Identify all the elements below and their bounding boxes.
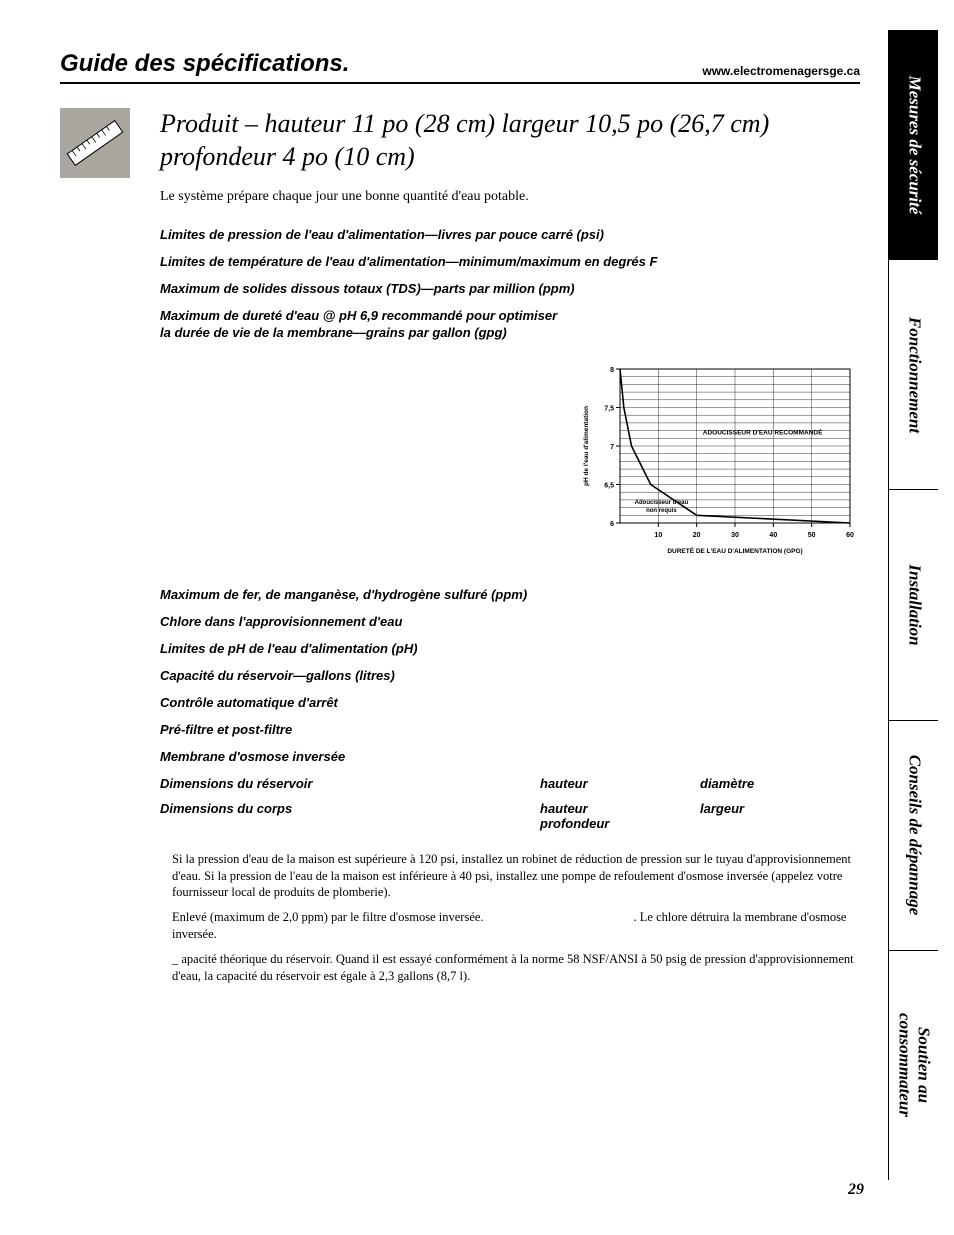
dim-col: diamètre	[700, 776, 840, 791]
spec-item: Maximum de solides dissous totaux (TDS)—…	[160, 281, 860, 298]
side-tab[interactable]: Soutien auconsommateur	[889, 950, 938, 1180]
svg-text:7,5: 7,5	[604, 406, 614, 413]
svg-text:60: 60	[846, 532, 854, 539]
dimension-row: Dimensions du réservoirhauteurdiamètre	[160, 776, 860, 791]
product-title-line1: Produit – hauteur 11 po (28 cm) largeur …	[160, 109, 769, 138]
spec-item: Limites de pH de l'eau d'alimentation (p…	[160, 641, 860, 658]
spec-item: Capacité du réservoir—gallons (litres)	[160, 668, 860, 685]
spec-item: Pré-filtre et post-filtre	[160, 722, 860, 739]
svg-text:pH de l'eau d'alimentation: pH de l'eau d'alimentation	[583, 406, 590, 486]
side-tabs: Mesures de sécurité Fonctionnement Install…	[888, 30, 938, 1180]
page-title: Guide des spécifications.	[60, 50, 349, 78]
svg-text:non requis: non requis	[646, 509, 677, 515]
product-title: Produit – hauteur 11 po (28 cm) largeur …	[160, 108, 860, 173]
side-tab[interactable]: Installation	[889, 489, 938, 719]
side-tab-label: Soutien auconsommateur	[895, 1000, 932, 1130]
dim-label: Dimensions du corps	[160, 801, 540, 831]
spec-item: Maximum de dureté d'eau @ pH 6,9 recomma…	[160, 308, 860, 342]
footnote: _ apacité théorique du réservoir. Quand …	[172, 951, 860, 985]
spec-item: Contrôle automatique d'arrêt	[160, 695, 860, 712]
side-tab-label: Fonctionnement	[904, 317, 923, 433]
spec-list-2: Maximum de fer, de manganèse, d'hydrogèn…	[160, 587, 860, 765]
spec-item: Maximum de fer, de manganèse, d'hydrogèn…	[160, 587, 860, 604]
side-tab[interactable]: Conseils de dépannage	[889, 720, 938, 950]
body-column: Produit – hauteur 11 po (28 cm) largeur …	[160, 108, 860, 993]
side-tab-label: Installation	[904, 564, 923, 645]
header-url: www.electromenagersge.ca	[702, 64, 860, 78]
spec-item: Limites de pression de l'eau d'alimentat…	[160, 227, 860, 244]
footnote: Si la pression d'eau de la maison est su…	[172, 851, 860, 902]
svg-text:20: 20	[693, 532, 701, 539]
dim-col: hauteur	[540, 776, 700, 791]
svg-text:8: 8	[610, 367, 614, 374]
spec-item: Chlore dans l'approvisionnement d'eau	[160, 614, 860, 631]
svg-text:6,5: 6,5	[604, 483, 614, 490]
spec-item: Limites de température de l'eau d'alimen…	[160, 254, 860, 271]
dim-col: largeur	[700, 801, 840, 831]
svg-text:6: 6	[610, 521, 614, 528]
content-columns: Produit – hauteur 11 po (28 cm) largeur …	[60, 108, 860, 993]
dim-label: Dimensions du réservoir	[160, 776, 540, 791]
svg-text:30: 30	[731, 532, 739, 539]
side-tab-label: Conseils de dépannage	[904, 755, 923, 916]
dimension-row: Dimensions du corpshauteurprofondeurlarg…	[160, 801, 860, 831]
footnotes: Si la pression d'eau de la maison est su…	[160, 851, 860, 985]
svg-text:7: 7	[610, 444, 614, 451]
svg-text:40: 40	[769, 532, 777, 539]
svg-text:50: 50	[808, 532, 816, 539]
dimensions-block: Dimensions du réservoirhauteurdiamètreDi…	[160, 776, 860, 831]
spec-list-1: Limites de pression de l'eau d'alimentat…	[160, 227, 860, 341]
chart-container: 6 6,5 7 7,5 8 10 20 30 40 50 60 ADOUCISSEUR D'EAU R…	[160, 359, 860, 559]
svg-text:ADOUCISSEUR D'EAU RECOMMANDÉ: ADOUCISSEUR D'EAU RECOMMANDÉ	[703, 428, 823, 437]
ruler-icon	[60, 108, 130, 178]
spec-item: Membrane d'osmose inversée	[160, 749, 860, 766]
side-tab[interactable]: Mesures de sécurité	[889, 30, 938, 259]
product-title-line2: profondeur 4 po (10 cm)	[160, 142, 415, 171]
page-content: Guide des spécifications. www.electromen…	[60, 50, 860, 993]
side-tab[interactable]: Fonctionnement	[889, 259, 938, 489]
page-number: 29	[848, 1181, 864, 1199]
svg-text:10: 10	[654, 532, 662, 539]
footnote: Enlevé (maximum de 2,0 ppm) par le filtr…	[172, 909, 860, 943]
header-row: Guide des spécifications. www.electromen…	[60, 50, 860, 84]
hardness-ph-chart: 6 6,5 7 7,5 8 10 20 30 40 50 60 ADOUCISSEUR D'EAU R…	[570, 359, 860, 559]
svg-text:Adoucisseur d'eau: Adoucisseur d'eau	[635, 501, 689, 507]
side-tab-label: Mesures de sécurité	[904, 75, 923, 214]
svg-text:DURETÉ DE L'EAU D'ALIMENTATION: DURETÉ DE L'EAU D'ALIMENTATION (GPG)	[667, 546, 802, 555]
intro-text: Le système prépare chaque jour une bonne…	[160, 189, 860, 205]
dim-col: hauteurprofondeur	[540, 801, 700, 831]
icon-column	[60, 108, 140, 993]
